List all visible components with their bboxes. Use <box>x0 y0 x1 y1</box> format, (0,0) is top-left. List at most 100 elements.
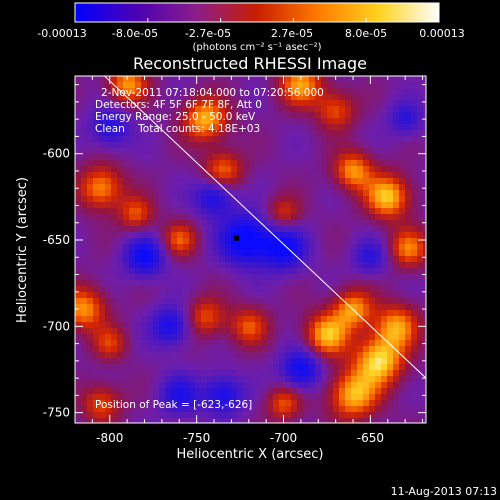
heatmap-cell <box>255 208 262 215</box>
heatmap-cell <box>183 268 190 275</box>
heatmap-cell <box>159 148 166 155</box>
heatmap-cell <box>255 406 262 413</box>
heatmap-cell <box>261 370 268 377</box>
heatmap-cell <box>399 160 406 167</box>
heatmap-cell <box>345 418 352 423</box>
heatmap-cell <box>297 94 304 101</box>
heatmap-cell <box>189 352 196 359</box>
heatmap-cell <box>99 418 106 423</box>
heatmap-cell <box>411 310 418 317</box>
heatmap-cell <box>333 184 340 191</box>
heatmap-cell <box>375 82 382 89</box>
colorbar-ticks <box>74 18 440 22</box>
heatmap-cell <box>99 124 106 131</box>
heatmap-cell <box>411 184 418 191</box>
heatmap-cell <box>351 346 358 353</box>
heatmap-cell <box>141 346 148 353</box>
heatmap-cell <box>423 418 426 423</box>
heatmap-cell <box>75 130 82 137</box>
heatmap-cell <box>399 418 406 423</box>
heatmap-cell <box>321 346 328 353</box>
heatmap-cell <box>183 94 190 101</box>
heatmap-cell <box>93 220 100 227</box>
heatmap-cell <box>75 388 82 395</box>
heatmap-cell <box>297 238 304 245</box>
heatmap-cell <box>225 136 232 143</box>
heatmap-cell <box>195 274 202 281</box>
heatmap-cell <box>291 124 298 131</box>
heatmap-cell <box>417 400 424 407</box>
heatmap-cell <box>261 340 268 347</box>
heatmap-cell <box>75 166 82 173</box>
heatmap-cell <box>123 268 130 275</box>
heatmap-cell <box>117 292 124 299</box>
heatmap-cell <box>207 88 214 95</box>
heatmap-cell <box>279 358 286 365</box>
heatmap-cell <box>339 184 346 191</box>
heatmap-cell <box>369 118 376 125</box>
heatmap-cell <box>369 382 376 389</box>
heatmap-cell <box>81 184 88 191</box>
heatmap-cell <box>303 154 310 161</box>
heatmap-cell <box>375 352 382 359</box>
heatmap-cell <box>171 124 178 131</box>
heatmap-cell <box>417 280 424 287</box>
heatmap-cell <box>357 310 364 317</box>
heatmap-cell <box>273 298 280 305</box>
heatmap-cell <box>357 106 364 113</box>
heatmap-cell <box>321 400 328 407</box>
heatmap-cell <box>375 184 382 191</box>
heatmap-cell <box>195 256 202 263</box>
heatmap-cell <box>207 286 214 293</box>
heatmap-cell <box>225 382 232 389</box>
heatmap-cell <box>75 370 82 377</box>
heatmap-cell <box>183 196 190 203</box>
heatmap-cell <box>309 280 316 287</box>
heatmap-cell <box>219 124 226 131</box>
heatmap-cell <box>135 118 142 125</box>
heatmap-cell <box>303 76 310 83</box>
heatmap-cell <box>177 244 184 251</box>
heatmap-cell <box>177 400 184 407</box>
heatmap-cell <box>213 232 220 239</box>
heatmap-cell <box>327 88 334 95</box>
heatmap-cell <box>357 118 364 125</box>
heatmap-cell <box>315 328 322 335</box>
heatmap-cell <box>159 346 166 353</box>
heatmap-cell <box>351 208 358 215</box>
heatmap-cell <box>279 394 286 401</box>
heatmap-cell <box>105 262 112 269</box>
heatmap-cell <box>387 376 394 383</box>
heatmap-cell <box>213 82 220 89</box>
heatmap-cell <box>375 142 382 149</box>
heatmap-cell <box>261 232 268 239</box>
heatmap-cell <box>117 274 124 281</box>
heatmap-cell <box>93 226 100 233</box>
heatmap-cell <box>291 190 298 197</box>
heatmap-cell <box>201 76 208 83</box>
heatmap-cell <box>177 178 184 185</box>
heatmap-cell <box>417 322 424 329</box>
annotation-block: 2-Nov-2011 07:18:04.000 to 07:20:56.000 … <box>95 87 324 411</box>
heatmap-cell <box>207 196 214 203</box>
heatmap-cell <box>255 112 262 119</box>
heatmap-cell <box>357 166 364 173</box>
heatmap-cell <box>369 202 376 209</box>
heatmap-cell <box>225 88 232 95</box>
heatmap-cell <box>369 124 376 131</box>
heatmap-cell <box>393 82 400 89</box>
heatmap-cell <box>87 394 94 401</box>
heatmap-cell <box>273 406 280 413</box>
heatmap-cell <box>255 148 262 155</box>
heatmap-cell <box>327 166 334 173</box>
y-tick-label: -700 <box>43 319 70 333</box>
heatmap-cell <box>315 214 322 221</box>
heatmap-cell <box>261 76 268 83</box>
heatmap-cell <box>255 322 262 329</box>
heatmap-cell <box>81 256 88 263</box>
heatmap-cell <box>345 292 352 299</box>
heatmap-cell <box>237 196 244 203</box>
heatmap-cell <box>219 262 226 269</box>
heatmap-cell <box>117 346 124 353</box>
heatmap-cell <box>171 400 178 407</box>
